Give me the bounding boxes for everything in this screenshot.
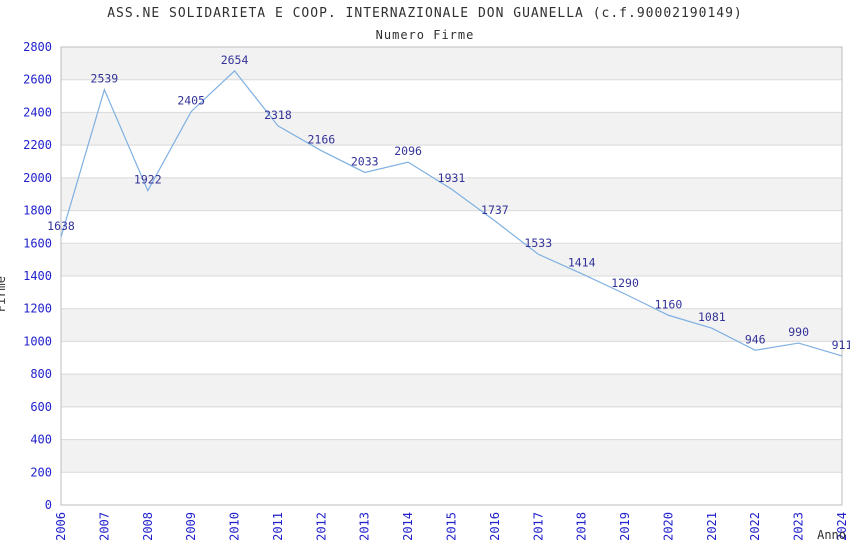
band [61, 439, 842, 473]
point-label: 2654 [221, 53, 249, 67]
point-label: 2405 [177, 94, 205, 108]
x-tick-label: 2010 [228, 512, 242, 541]
point-label: 990 [788, 325, 809, 339]
x-tick-label: 2020 [661, 512, 675, 541]
plot-border [60, 46, 843, 506]
x-tick-label: 2013 [358, 512, 372, 541]
band [61, 374, 842, 407]
y-tick-label: 1200 [23, 302, 52, 316]
x-tick-label: 2008 [141, 512, 155, 541]
point-label: 1081 [698, 310, 726, 324]
point-label: 2166 [307, 133, 335, 147]
x-tick-label: 2015 [445, 512, 459, 541]
chart-title: ASS.NE SOLIDARIETA E COOP. INTERNAZIONAL… [107, 6, 743, 21]
x-tick-label: 2014 [401, 512, 415, 541]
y-tick-label: 2200 [23, 138, 52, 152]
y-tick-label: 800 [30, 367, 52, 381]
point-label: 946 [745, 332, 766, 346]
y-tick-label: 2400 [23, 105, 52, 119]
point-label: 1638 [47, 219, 75, 233]
data-point-labels: 1638 2539 1922 2405 2654 2318 2166 2033 2096 1931… [47, 53, 850, 352]
point-label: 2318 [264, 108, 292, 122]
band [61, 112, 842, 146]
x-tick-label: 2017 [531, 512, 545, 541]
x-tick-label: 2022 [748, 512, 762, 541]
x-tick-label: 2019 [618, 512, 632, 541]
background-bands [61, 47, 842, 473]
x-tick-label: 2007 [97, 512, 111, 541]
border-rect [60, 46, 843, 506]
x-tick-label: 2011 [271, 512, 285, 541]
band [61, 308, 842, 342]
y-tick-label: 1400 [23, 269, 52, 283]
point-label: 1160 [655, 297, 683, 311]
x-tick-label: 2023 [792, 512, 806, 541]
x-tick-label: 2006 [54, 512, 68, 541]
point-label: 2096 [394, 144, 422, 158]
x-tick-label: 2024 [835, 512, 849, 541]
y-tick-label: 400 [30, 433, 52, 447]
point-label: 2033 [351, 154, 379, 168]
point-label: 1922 [134, 173, 162, 187]
x-tick-label: 2009 [184, 512, 198, 541]
y-tick-label: 600 [30, 400, 52, 414]
series-line [60, 69, 843, 357]
y-tick-label: 1800 [23, 204, 52, 218]
y-axis-tick-labels: 0 200 400 600 800 1000 1200 1400 1600 1800 2000 220… [23, 40, 52, 512]
y-tick-label: 0 [45, 498, 52, 512]
band [61, 243, 842, 276]
x-axis-tick-labels: 2006 2007 2008 2009 2010 2011 2012 2013 2014 2015… [54, 512, 849, 541]
point-label: 1533 [524, 236, 552, 250]
data-line [60, 69, 843, 357]
x-tick-label: 2021 [705, 512, 719, 541]
point-label: 1290 [611, 276, 639, 290]
y-tick-label: 200 [30, 465, 52, 479]
y-tick-label: 2800 [23, 40, 52, 54]
y-tick-label: 1000 [23, 334, 52, 348]
band [61, 47, 842, 80]
x-tick-label: 2018 [575, 512, 589, 541]
x-tick-label: 2016 [488, 512, 502, 541]
y-tick-label: 1600 [23, 236, 52, 250]
x-tick-label: 2012 [314, 512, 328, 541]
point-label: 1931 [438, 171, 466, 185]
y-tick-label: 2000 [23, 171, 52, 185]
band [61, 177, 842, 211]
chart-subtitle: Numero Firme [375, 28, 475, 42]
x-axis-title: Anno [817, 528, 846, 542]
point-label: 1414 [568, 256, 596, 270]
y-tick-label: 2600 [23, 73, 52, 87]
point-label: 911 [832, 338, 850, 352]
point-label: 2539 [91, 72, 119, 86]
point-label: 1737 [481, 203, 509, 217]
